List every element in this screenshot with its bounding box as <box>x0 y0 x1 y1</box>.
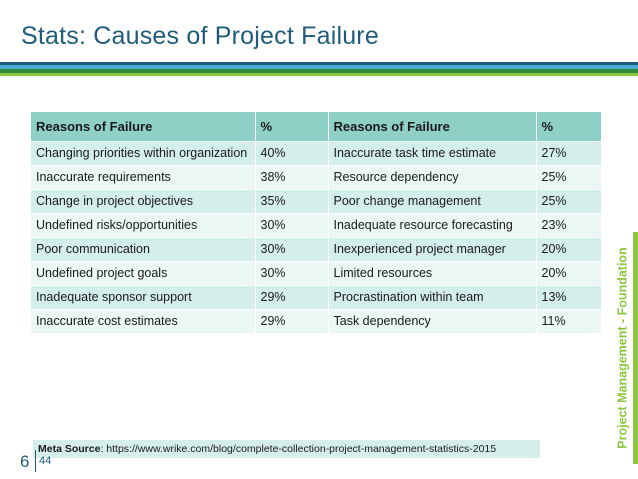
reason-cell: Changing priorities within organization <box>31 141 256 166</box>
reason-cell: Inaccurate cost estimates <box>31 309 256 333</box>
meta-source-url[interactable]: : https://www.wrike.com/blog/complete-co… <box>100 443 497 455</box>
percent-cell: 30% <box>255 261 329 286</box>
table-row: Changing priorities within organization … <box>31 141 602 166</box>
percent-cell: 25% <box>536 189 602 214</box>
reason-cell: Inadequate resource forecasting <box>328 213 537 238</box>
percent-cell: 38% <box>255 165 329 190</box>
table-row: Undefined project goals 30% Limited reso… <box>31 261 602 286</box>
percent-cell: 23% <box>536 213 602 238</box>
table-row: Undefined risks/opportunities 30% Inadeq… <box>31 213 602 238</box>
percent-cell: 40% <box>255 141 329 166</box>
header-percent-2: % <box>536 112 602 142</box>
reason-cell: Poor change management <box>328 189 537 214</box>
reason-cell: Procrastination within team <box>328 285 537 310</box>
page-number: 6 <box>20 452 30 471</box>
side-course-label-text: Project Management - Foundation <box>616 247 630 449</box>
percent-cell: 30% <box>255 237 329 262</box>
header-stripes <box>0 62 638 76</box>
meta-source-label: Meta Source <box>38 443 101 455</box>
percent-cell: 29% <box>255 285 329 310</box>
reason-cell: Inaccurate task time estimate <box>328 141 537 166</box>
header-percent-1: % <box>255 112 329 142</box>
percent-cell: 20% <box>536 237 602 262</box>
reason-cell: Resource dependency <box>328 165 537 190</box>
percent-cell: 13% <box>536 285 602 310</box>
header-reason-1: Reasons of Failure <box>31 112 256 142</box>
reason-cell: Task dependency <box>328 309 537 333</box>
table-row: Change in project objectives 35% Poor ch… <box>31 189 602 214</box>
failure-reasons-table: Reasons of Failure % Reasons of Failure … <box>31 112 602 333</box>
reason-cell: Undefined project goals <box>31 261 256 286</box>
percent-cell: 27% <box>536 141 602 166</box>
side-course-label: Project Management - Foundation <box>614 232 632 464</box>
page-title: Stats: Causes of Project Failure <box>21 22 379 50</box>
percent-cell: 25% <box>536 165 602 190</box>
table-row: Inaccurate requirements 38% Resource dep… <box>31 165 602 190</box>
percent-cell: 20% <box>536 261 602 286</box>
table-row: Poor communication 30% Inexperienced pro… <box>31 237 602 262</box>
failure-reasons-table-wrap: Reasons of Failure % Reasons of Failure … <box>31 112 602 333</box>
table-row: Inadequate sponsor support 29% Procrasti… <box>31 285 602 310</box>
percent-cell: 35% <box>255 189 329 214</box>
slide-number: 44 <box>39 455 52 467</box>
reason-cell: Inaccurate requirements <box>31 165 256 190</box>
reason-cell: Undefined risks/opportunities <box>31 213 256 238</box>
reason-cell: Poor communication <box>31 237 256 262</box>
reason-cell: Inadequate sponsor support <box>31 285 256 310</box>
percent-cell: 30% <box>255 213 329 238</box>
reason-cell: Inexperienced project manager <box>328 237 537 262</box>
percent-cell: 11% <box>536 309 602 333</box>
meta-source-note: Meta Source: https://www.wrike.com/blog/… <box>33 440 540 458</box>
percent-cell: 29% <box>255 309 329 333</box>
reason-cell: Limited resources <box>328 261 537 286</box>
header-reason-2: Reasons of Failure <box>328 112 537 142</box>
footer-divider <box>35 450 36 472</box>
table-row: Inaccurate cost estimates 29% Task depen… <box>31 309 602 333</box>
table-header-row: Reasons of Failure % Reasons of Failure … <box>31 112 602 142</box>
side-accent-bar <box>633 232 638 464</box>
reason-cell: Change in project objectives <box>31 189 256 214</box>
